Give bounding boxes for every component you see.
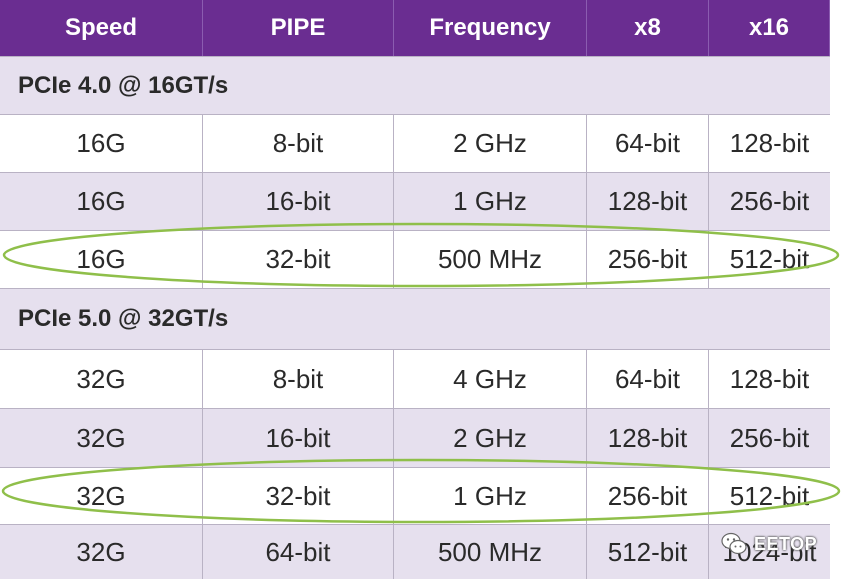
- cell-x16: 128-bit: [729, 363, 810, 394]
- cell-pipe: 8-bit: [203, 115, 394, 172]
- cell-x8: 256-bit: [587, 468, 709, 524]
- table-row: 32G 64-bit 500 MHz 512-bit 1024-bit: [0, 524, 830, 579]
- header-x16: x16: [709, 0, 830, 56]
- pcie-table: Speed PIPE Frequency x8 x16 PCIe 4.0 @ 1…: [0, 0, 830, 579]
- watermark: EETOP: [720, 530, 817, 558]
- table-row: 16G 8-bit 2 GHz 64-bit 128-bit: [0, 114, 830, 172]
- header-frequency: Frequency: [394, 0, 587, 56]
- cell-speed: 32G: [0, 468, 203, 524]
- cell-x8: 128-bit: [587, 173, 709, 230]
- cell-pipe: 16-bit: [203, 409, 394, 467]
- cell-speed: 32G: [0, 350, 203, 408]
- cell-pipe: 32-bit: [203, 468, 394, 524]
- table-row: 32G 8-bit 4 GHz 64-bit 128-bit: [0, 349, 830, 408]
- table-row-highlighted: 16G 32-bit 500 MHz 256-bit 512-bit: [0, 230, 830, 288]
- table-header-row: Speed PIPE Frequency x8 x16: [0, 0, 830, 56]
- cell-speed: 16G: [0, 115, 203, 172]
- cell-frequency: 500 MHz: [394, 231, 587, 288]
- cell-speed: 16G: [0, 173, 203, 230]
- cell-speed: 16G: [0, 231, 203, 288]
- page-margin: [830, 0, 852, 579]
- watermark-text: EETOP: [754, 533, 818, 554]
- cell-x16: 256-bit: [729, 186, 810, 216]
- table-row-highlighted: 32G 32-bit 1 GHz 256-bit 512-bit: [0, 467, 830, 524]
- cell-x16: 512-bit: [729, 480, 810, 511]
- cell-x8: 512-bit: [587, 525, 709, 579]
- cell-frequency: 4 GHz: [394, 350, 587, 408]
- cell-x16: 256-bit: [729, 422, 810, 453]
- cell-pipe: 8-bit: [203, 350, 394, 408]
- cell-frequency: 500 MHz: [394, 525, 587, 579]
- cell-pipe: 16-bit: [203, 173, 394, 230]
- cell-speed: 32G: [0, 409, 203, 467]
- cell-speed: 32G: [0, 525, 203, 579]
- header-speed: Speed: [0, 0, 203, 56]
- cell-frequency: 1 GHz: [394, 173, 587, 230]
- cell-x16: 128-bit: [729, 128, 810, 158]
- cell-x16: 512-bit: [729, 244, 810, 274]
- table-row: 16G 16-bit 1 GHz 128-bit 256-bit: [0, 172, 830, 230]
- wechat-icon: [721, 532, 747, 555]
- cell-frequency: 1 GHz: [394, 468, 587, 524]
- header-x8: x8: [587, 0, 709, 56]
- cell-x8: 64-bit: [587, 350, 709, 408]
- section-title-pcie5: PCIe 5.0 @ 32GT/s: [0, 288, 830, 349]
- cell-pipe: 32-bit: [203, 231, 394, 288]
- cell-pipe: 64-bit: [203, 525, 394, 579]
- cell-x8: 128-bit: [587, 409, 709, 467]
- cell-frequency: 2 GHz: [394, 115, 587, 172]
- section-title-pcie4: PCIe 4.0 @ 16GT/s: [0, 56, 830, 114]
- cell-x8: 64-bit: [587, 115, 709, 172]
- header-pipe: PIPE: [203, 0, 394, 56]
- table-row: 32G 16-bit 2 GHz 128-bit 256-bit: [0, 408, 830, 467]
- cell-x8: 256-bit: [587, 231, 709, 288]
- cell-frequency: 2 GHz: [394, 409, 587, 467]
